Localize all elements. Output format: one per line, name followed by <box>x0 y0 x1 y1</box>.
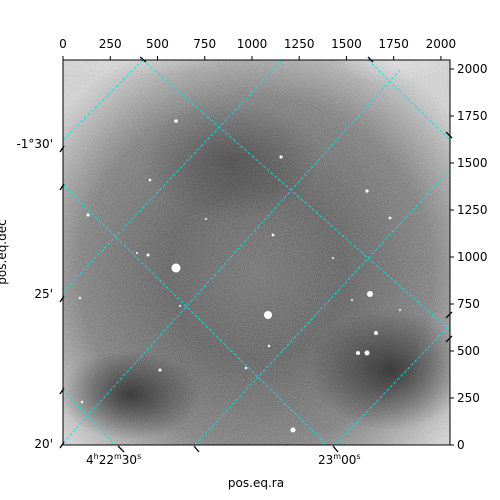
ra-tick-label: 23m00s <box>318 452 361 467</box>
world-ticks <box>59 56 453 453</box>
star <box>264 311 272 319</box>
star <box>179 305 181 307</box>
sky-image <box>63 60 450 445</box>
ra-tick <box>367 56 374 63</box>
top-axis: 0 250 500 750 1000 1250 1500 1750 2000 <box>59 37 456 60</box>
x-pixel-tick-label: 250 <box>99 37 122 51</box>
dec-tick <box>445 131 453 139</box>
star <box>244 366 248 370</box>
dec-tick-label: -1°30' <box>16 137 53 151</box>
grid-line <box>142 60 450 331</box>
stars <box>78 119 401 433</box>
y-pixel-tick-label: 750 <box>457 297 480 311</box>
x-axis-title: pos.eq.ra <box>228 476 284 490</box>
ra-tick-label: 4h22m30s <box>86 452 141 467</box>
x-pixel-tick-label: 1500 <box>331 37 362 51</box>
y-pixel-tick-label: 1250 <box>457 203 488 217</box>
x-pixel-tick-label: 0 <box>59 37 67 51</box>
star <box>399 309 401 311</box>
star <box>205 218 207 220</box>
dec-tick <box>59 183 65 191</box>
star <box>171 263 181 273</box>
y-pixel-tick-label: 250 <box>457 391 480 405</box>
star <box>374 331 378 335</box>
ra-tick <box>117 445 125 453</box>
y-pixel-tick-label: 0 <box>457 438 465 452</box>
x-pixel-tick-label: 1000 <box>237 37 268 51</box>
x-pixel-tick-label: 750 <box>193 37 216 51</box>
grid-line <box>334 324 450 445</box>
star <box>367 291 373 297</box>
star <box>80 400 84 404</box>
right-axis: 0 250 500 750 1000 1250 1500 1750 2000 <box>450 62 488 452</box>
grid-line <box>63 69 401 444</box>
ra-tick <box>193 445 200 453</box>
y-pixel-tick-label: 2000 <box>457 62 488 76</box>
star <box>271 233 275 237</box>
x-pixel-tick-label: 2000 <box>426 37 457 51</box>
star <box>146 253 150 257</box>
star <box>364 350 370 356</box>
dec-tick <box>445 335 453 343</box>
ra-tick <box>332 445 339 453</box>
dec-tick-label: 20' <box>34 437 53 451</box>
dec-tick <box>59 295 65 303</box>
dec-tick <box>445 311 453 319</box>
grid-line <box>63 60 284 293</box>
y-axis-title: pos.eq.dec <box>0 219 9 284</box>
y-pixel-tick-label: 1750 <box>457 109 488 123</box>
ra-tick <box>139 56 147 63</box>
grid-line <box>367 60 450 141</box>
dec-tick <box>59 145 65 153</box>
world-tick-labels: -1°30' 25' 20' 4h22m30s 23m00s <box>16 137 360 467</box>
x-pixel-tick-label: 1750 <box>378 37 409 51</box>
grid-line <box>194 169 450 445</box>
dec-tick-label: 25' <box>34 287 53 301</box>
star <box>158 368 162 372</box>
star <box>267 344 271 348</box>
grid-line <box>63 389 116 445</box>
y-pixel-tick-label: 500 <box>457 344 480 358</box>
star <box>356 351 360 355</box>
star <box>174 119 178 123</box>
star <box>148 178 152 182</box>
star <box>365 189 369 193</box>
grid-line <box>63 184 328 445</box>
x-pixel-tick-label: 500 <box>146 37 169 51</box>
plot-frame <box>62 59 451 446</box>
star <box>290 427 296 433</box>
star <box>86 213 90 217</box>
y-pixel-tick-label: 1000 <box>457 250 488 264</box>
star <box>351 299 353 301</box>
x-pixel-tick-label: 1250 <box>284 37 315 51</box>
star <box>388 216 392 220</box>
wcs-grid <box>63 60 450 445</box>
star <box>78 296 82 300</box>
y-pixel-tick-label: 1500 <box>457 156 488 170</box>
grid-line <box>63 60 144 141</box>
star <box>332 257 334 259</box>
dec-tick <box>59 441 65 449</box>
star <box>279 155 283 159</box>
star <box>136 252 138 254</box>
dec-tick <box>59 387 65 395</box>
